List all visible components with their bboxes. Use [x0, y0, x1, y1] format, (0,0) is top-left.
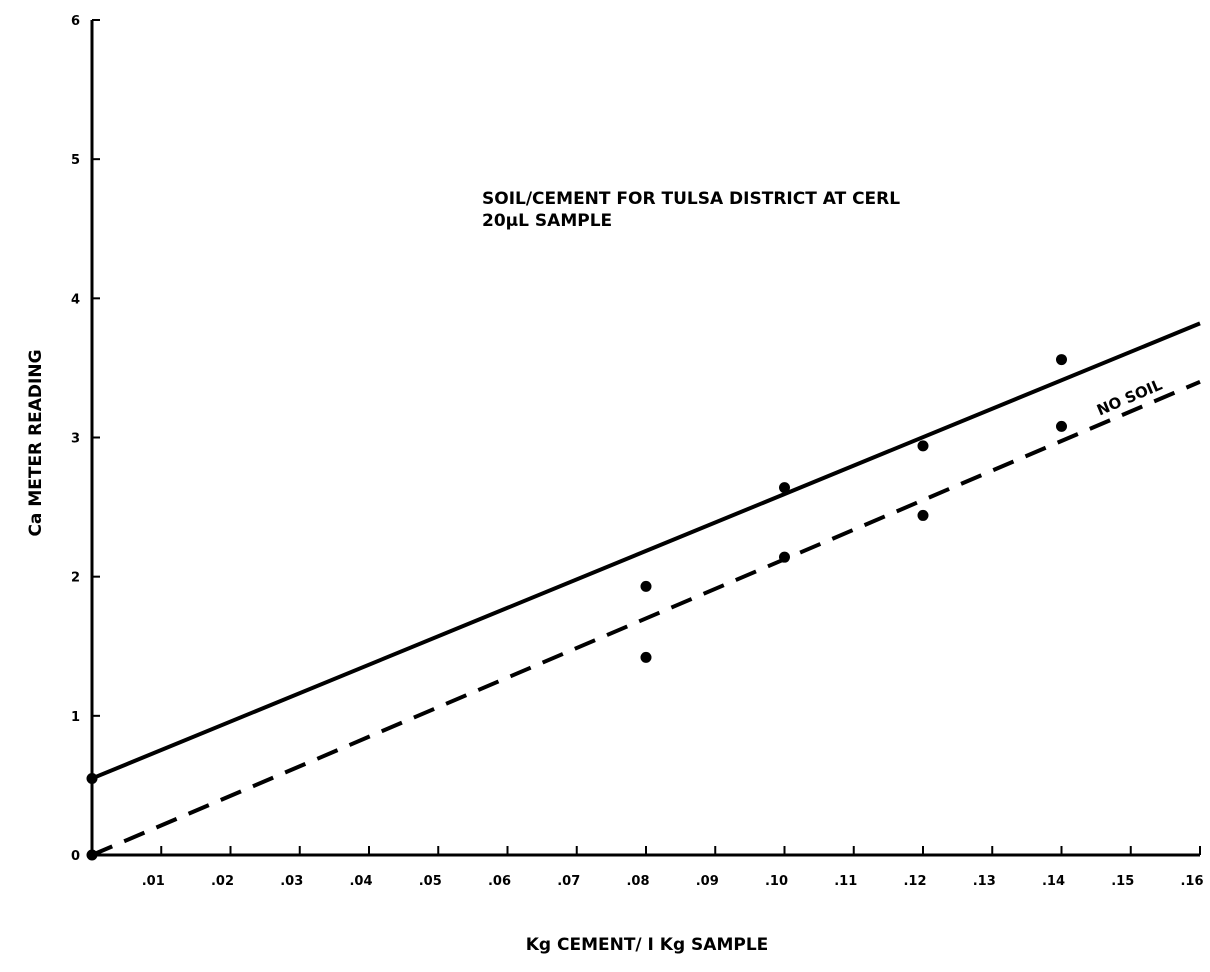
x-ticks: .01 .02 .03 .04 .05 .06 .07 .08 .09 .10 .11 .12 .13.…: [142, 846, 1204, 889]
fit-line-no-soil: [91, 379, 1201, 857]
data-points: [86, 354, 1067, 861]
data-point: [917, 509, 929, 521]
data-point: [779, 551, 790, 563]
x-tick-label: .13: [973, 874, 996, 889]
x-tick-label: .16: [1180, 874, 1203, 889]
x-axis-label: Kg CEMENT/ I Kg SAMPLE: [526, 935, 769, 955]
x-tick-label: .03: [280, 874, 303, 889]
x-tick-label: .09: [696, 874, 719, 889]
x-tick-label: .11: [834, 874, 857, 889]
x-tick-label: .06: [488, 874, 511, 889]
data-point: [1056, 420, 1067, 432]
x-tick-label: .14: [1042, 874, 1065, 889]
fit-line-soil: [91, 321, 1201, 781]
fit-lines: [91, 321, 1201, 857]
x-tick-label: .15: [1111, 874, 1134, 889]
y-tick-label: 4: [71, 292, 80, 307]
y-tick-label: 0: [71, 849, 80, 864]
x-tick-label: .05: [419, 874, 442, 889]
data-point: [1056, 354, 1067, 366]
data-point: [640, 580, 652, 592]
y-tick-label: 6: [71, 14, 80, 29]
data-point: [86, 772, 98, 784]
x-tick-label: .02: [211, 874, 234, 889]
y-tick-label: 3: [71, 432, 80, 447]
x-tick-label: .07: [557, 874, 580, 889]
x-tick-label: .10: [765, 874, 788, 889]
data-point: [86, 849, 98, 861]
y-tick-label: 5: [71, 153, 80, 168]
y-axis-label: Ca METER READING: [26, 349, 46, 536]
x-tick-label: .12: [903, 874, 926, 889]
data-point: [640, 651, 652, 663]
y-ticks: 0 1 2 3 4 5 6: [71, 14, 100, 864]
y-tick-label: 2: [71, 571, 80, 586]
x-tick-label: .08: [626, 874, 649, 889]
x-tick-label: .04: [349, 874, 372, 889]
data-point: [779, 482, 790, 494]
x-tick-label: .01: [142, 874, 165, 889]
y-tick-label: 1: [71, 710, 80, 725]
chart-title: SOIL/CEMENT FOR TULSA DISTRICT AT CERL: [482, 189, 900, 209]
data-point: [917, 440, 929, 452]
chart-subtitle: 20µL SAMPLE: [482, 211, 612, 231]
